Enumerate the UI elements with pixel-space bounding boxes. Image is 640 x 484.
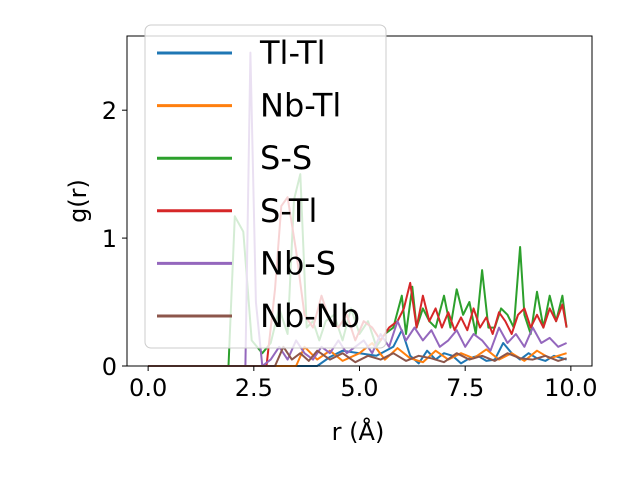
legend-label: S-Tl xyxy=(260,192,317,230)
y-tick-label: 2 xyxy=(102,97,117,125)
y-tick-label: 0 xyxy=(102,353,117,381)
legend-label: Nb-Tl xyxy=(260,87,341,125)
x-tick-label: 10.0 xyxy=(544,374,597,402)
x-tick-label: 2.5 xyxy=(235,374,273,402)
series-line-nb-s xyxy=(148,51,568,367)
x-tick-label: 5.0 xyxy=(340,374,378,402)
x-tick-label: 7.5 xyxy=(446,374,484,402)
legend: Tl-Tl Nb-Tl S-S S-Tl Nb-S Nb-Nb xyxy=(144,24,387,349)
series-line-nb-nb xyxy=(148,345,567,367)
axes: 0.0 2.5 5.0 7.5 10.0 0 1 2 xyxy=(102,35,598,402)
y-tick-label: 1 xyxy=(102,225,117,253)
legend-label: S-S xyxy=(260,139,312,177)
legend-label: Nb-Nb xyxy=(260,297,360,335)
legend-label: Nb-S xyxy=(260,244,336,282)
legend-label: Tl-Tl xyxy=(259,34,325,72)
x-tick-label: 0.0 xyxy=(129,374,167,402)
y-axis-label: g(r) xyxy=(64,179,92,223)
x-axis-label: r (Å) xyxy=(332,417,385,446)
